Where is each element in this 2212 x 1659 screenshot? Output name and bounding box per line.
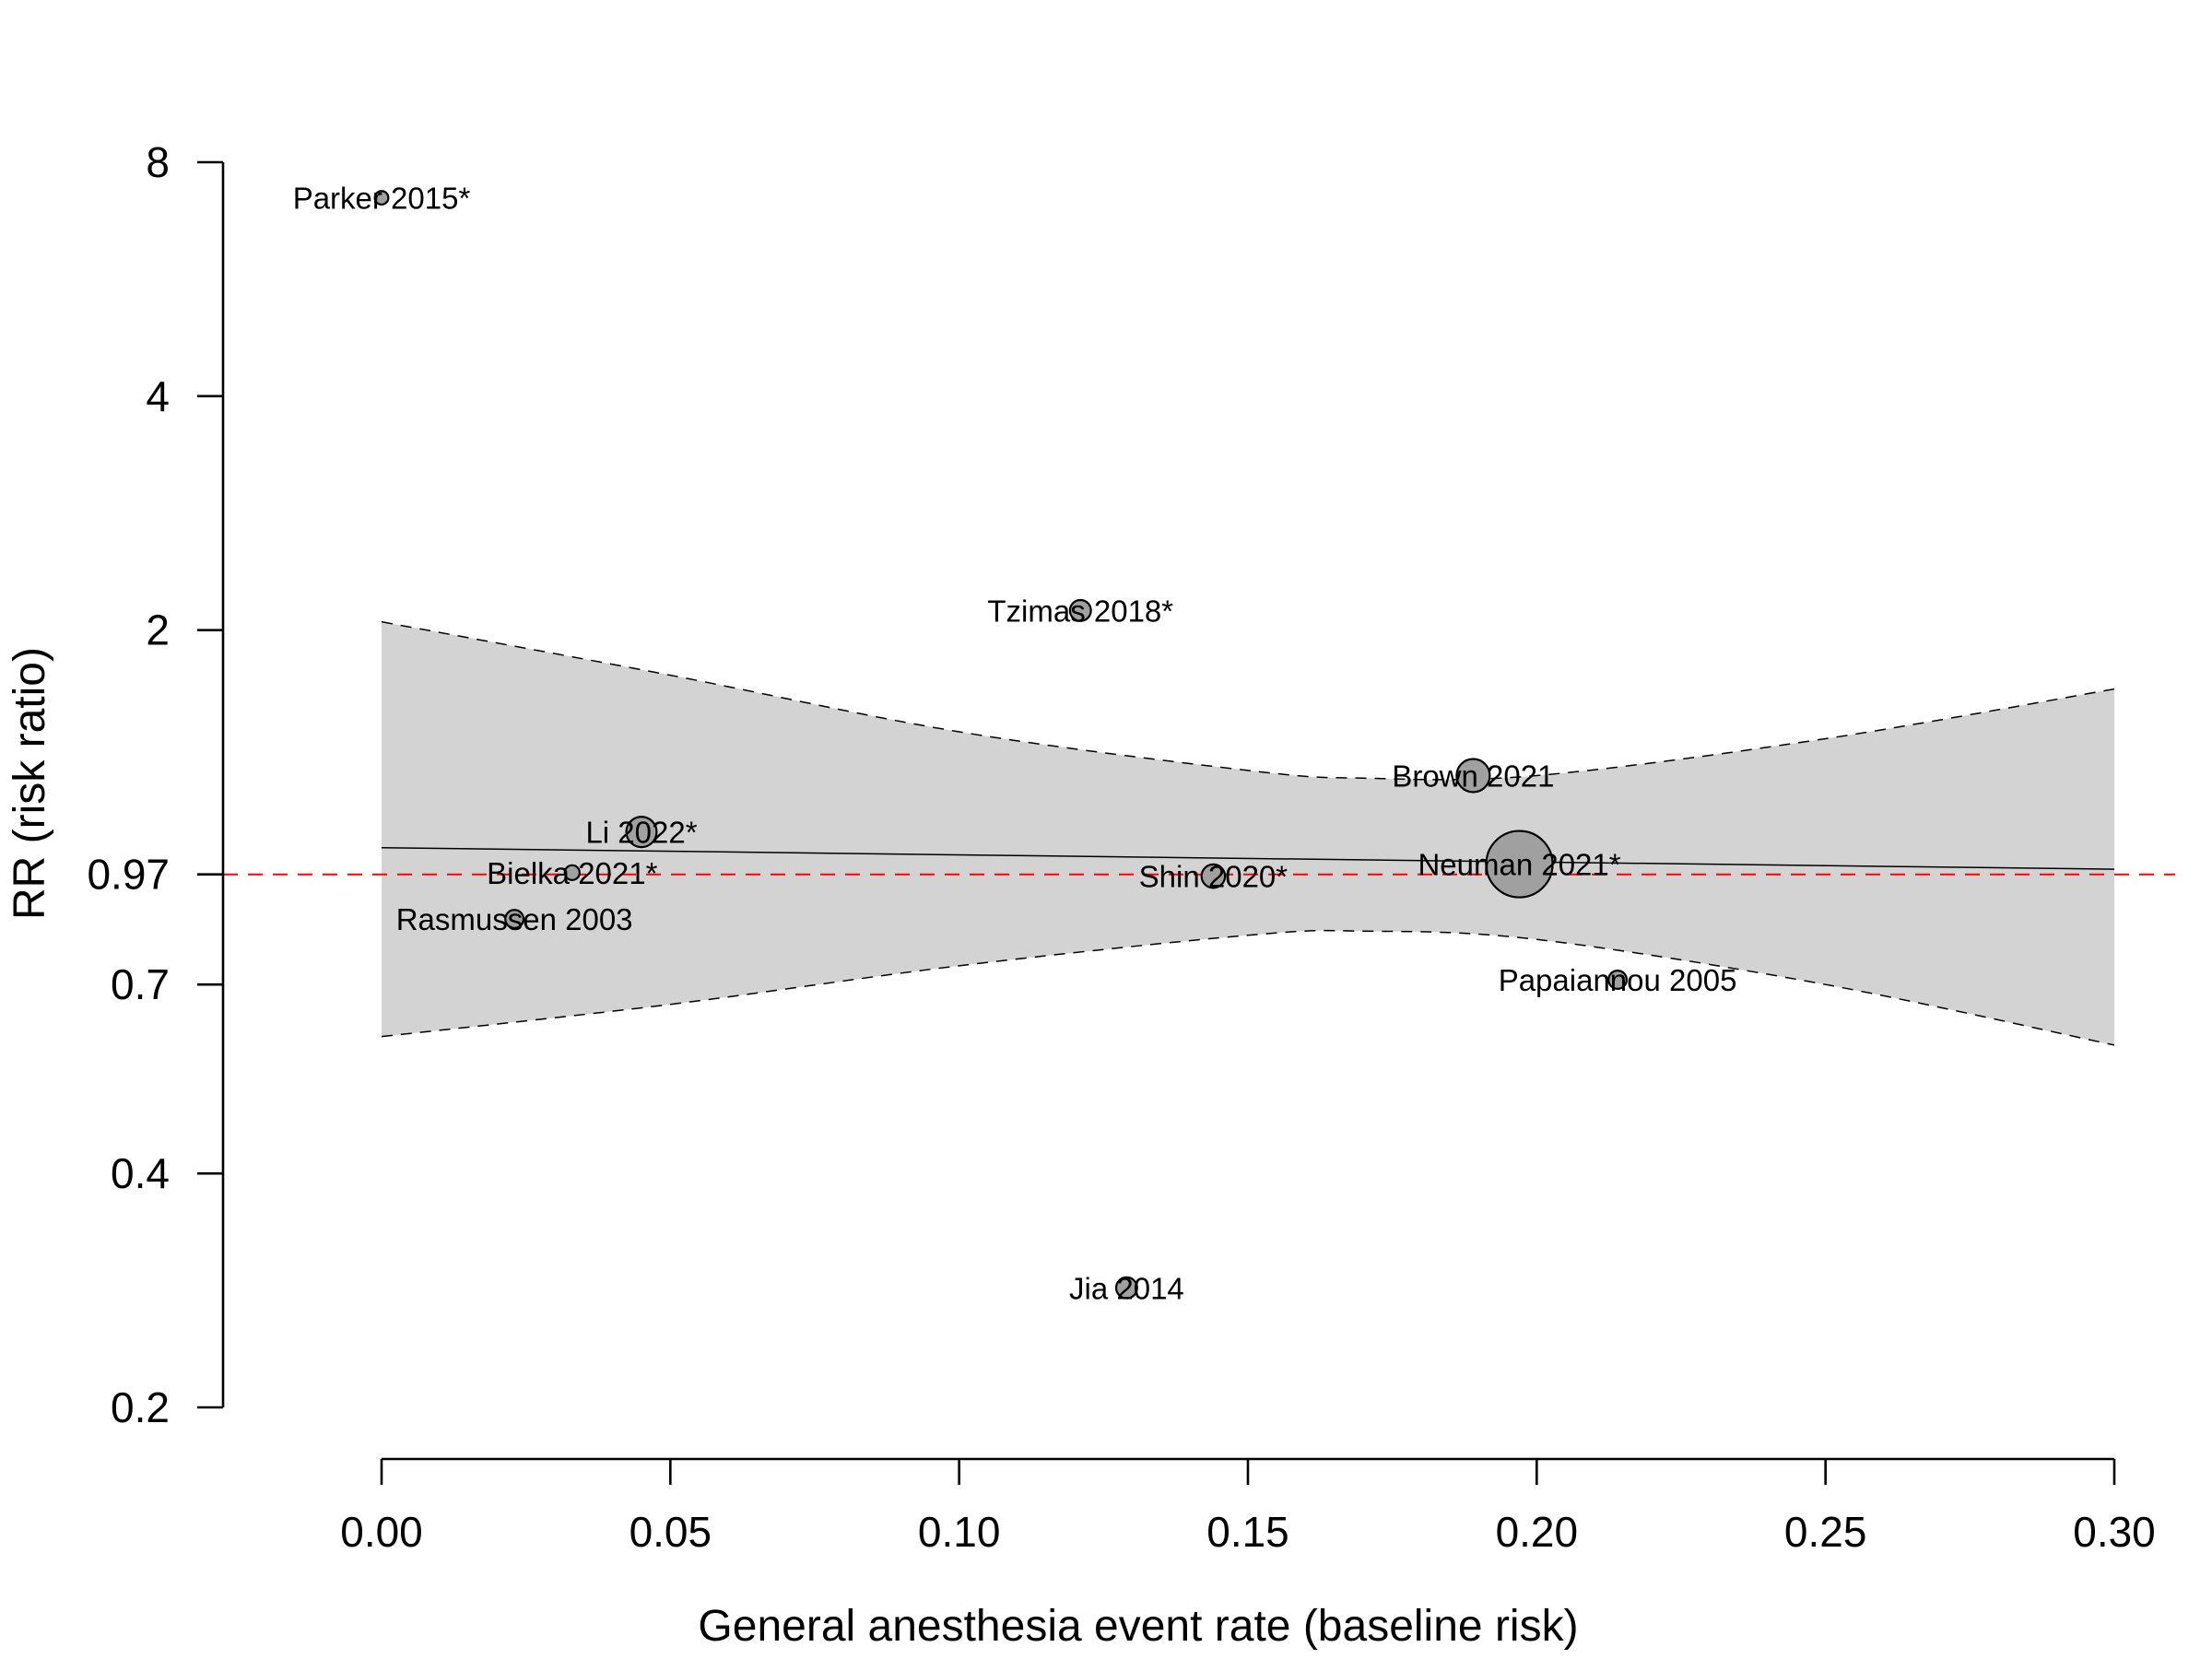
study-label: Li 2022* xyxy=(585,816,697,850)
lines-layer xyxy=(223,846,2175,876)
study-label: Papaiannou 2005 xyxy=(1499,963,1737,997)
study-point xyxy=(1455,758,1491,794)
x-tick-label: 0.30 xyxy=(2073,1508,2156,1556)
study-point xyxy=(1068,598,1092,622)
study-label: Brown 2021 xyxy=(1392,759,1554,793)
study-point xyxy=(1607,970,1629,990)
study-point xyxy=(625,816,658,849)
study-point xyxy=(373,190,390,206)
study-point xyxy=(1114,1276,1138,1300)
study-label: Parker 2015* xyxy=(293,182,471,216)
x-tick-label: 0.05 xyxy=(629,1508,712,1556)
x-tick-label: 0.25 xyxy=(1784,1508,1867,1556)
study-label: Bielka 2021* xyxy=(487,856,657,890)
study-point xyxy=(1485,830,1554,899)
study-labels-layer: Parker 2015* Tzimas 2018* Brown 2021 Li 202… xyxy=(293,182,1737,1306)
confidence-band-layer xyxy=(381,620,2115,1046)
study-label: Shin 2020* xyxy=(1139,860,1288,894)
y-axis-title: RR (risk ratio) xyxy=(6,647,54,920)
study-point xyxy=(563,864,581,881)
study-points-layer xyxy=(373,190,1629,1300)
x-tick-label: 0.00 xyxy=(340,1508,423,1556)
study-point xyxy=(504,909,525,930)
y-tick-label: 0.97 xyxy=(87,851,170,899)
study-label: Tzimas 2018* xyxy=(987,594,1173,628)
study-point xyxy=(1200,863,1227,889)
regression-line xyxy=(381,846,2115,870)
x-tick-label: 0.20 xyxy=(1496,1508,1579,1556)
y-tick-label: 0.7 xyxy=(111,960,170,1008)
confidence-band-area xyxy=(382,621,2114,1045)
x-axis-title: General anesthesia event rate (baseline … xyxy=(698,1602,1578,1651)
y-tick-label: 8 xyxy=(146,138,170,186)
x-tick-label: 0.15 xyxy=(1206,1508,1289,1556)
x-tick-label: 0.10 xyxy=(918,1508,1001,1556)
axes-layer: 0.2 0.4 0.7 0.97 2 4 8 0.00 0.05 0.10 0.15 0.20 0.25… xyxy=(87,138,2155,1556)
study-label: Rasmussen 2003 xyxy=(396,902,633,936)
y-tick-label: 0.4 xyxy=(111,1149,170,1197)
study-label: Jia 2014 xyxy=(1069,1271,1184,1305)
y-tick-label: 4 xyxy=(146,372,170,420)
y-tick-label: 0.2 xyxy=(111,1383,170,1431)
y-tick-label: 2 xyxy=(146,606,170,654)
confidence-band-lower-edge xyxy=(381,929,2115,1046)
study-label: Neuman 2021* xyxy=(1418,848,1620,882)
